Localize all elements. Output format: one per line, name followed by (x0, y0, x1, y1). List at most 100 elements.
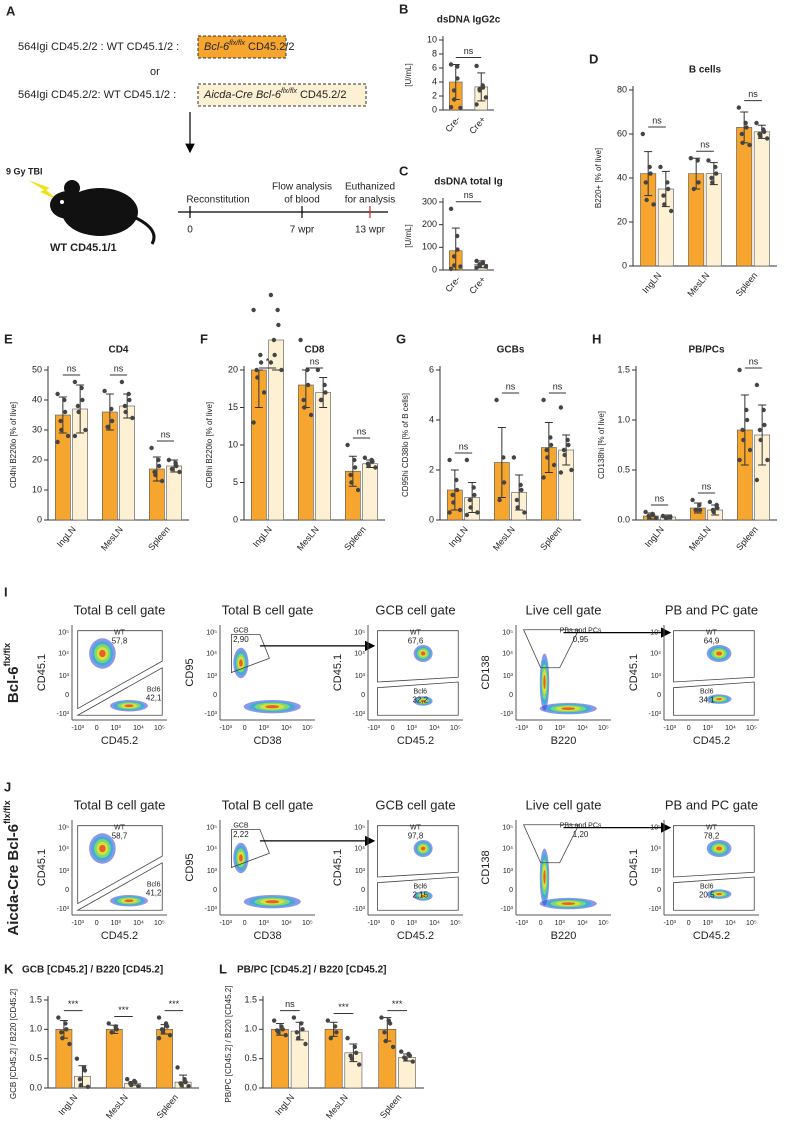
y-tick-label: 10⁴ (206, 845, 217, 852)
panel-letter: I (4, 584, 8, 599)
gate-value: 34,1 (699, 696, 715, 705)
gate (673, 825, 755, 878)
plot-title: Total B cell gate (74, 797, 166, 812)
data-point (72, 379, 78, 385)
cell-density (420, 846, 426, 851)
data-point (651, 202, 656, 207)
x-axis-label: B220 (551, 930, 577, 942)
data-point (276, 1030, 281, 1035)
data-point (511, 455, 517, 460)
x-tick-label: 10⁴ (429, 725, 440, 732)
row-label-main: Aicda-Cre Bcl-6 (5, 824, 22, 936)
x-tick-label: 10⁴ (577, 725, 588, 732)
data-point (758, 437, 763, 443)
data-point (79, 385, 84, 391)
y-tick-label: 0.0 (244, 1082, 257, 1092)
data-point (301, 397, 306, 403)
x-tick-label: 0 (539, 725, 543, 732)
panel-letter: E (4, 331, 13, 346)
row-label-sup: flx/flx (2, 800, 12, 824)
y-axis-label: CD138 (480, 655, 492, 689)
x-tick-label: IngLN (56, 1092, 79, 1117)
data-point (754, 477, 760, 483)
data-point (690, 497, 695, 503)
x-tick-label: 0 (687, 920, 691, 927)
y-tick-label: 40 (617, 172, 627, 182)
data-point (447, 510, 452, 515)
gate-name: Bcl6 (413, 688, 427, 695)
data-point (280, 1027, 285, 1032)
gate-name: PBs and PCs (560, 823, 602, 830)
data-point (455, 233, 460, 239)
data-point (379, 1015, 384, 1020)
data-point (664, 515, 669, 521)
significance-label: ns (652, 115, 662, 125)
y-tick-label: 10⁵ (650, 629, 661, 636)
y-tick-label: 15 (228, 402, 238, 412)
significance-label: ns (553, 381, 563, 391)
y-tick-label: 2 (432, 90, 437, 100)
x-tick-label: Spleen (734, 524, 760, 552)
y-tick-label: 10⁵ (58, 629, 69, 636)
timeline-tick-label: 7 wpr (290, 225, 315, 236)
y-tick-label: 4 (432, 76, 437, 86)
x-axis-label: CD38 (253, 930, 281, 942)
gate-name: Bcl6 (700, 688, 714, 695)
data-point (452, 97, 457, 102)
x-tick-label: -10³ (367, 725, 380, 732)
x-tick-label: 10⁴ (133, 725, 144, 732)
y-tick-label: 10⁴ (502, 650, 513, 657)
x-tick-label: Spleen (342, 524, 368, 552)
data-point (464, 512, 470, 518)
y-tick-label: 60 (617, 128, 627, 138)
y-tick-label: 2 (429, 464, 434, 474)
x-tick-label: 10³ (703, 920, 714, 927)
data-point (109, 418, 115, 424)
data-point (474, 258, 479, 264)
y-tick-label: 10⁵ (650, 824, 661, 831)
data-point (668, 208, 674, 214)
y-tick-label: 10³ (355, 868, 366, 875)
data-point (136, 1084, 141, 1089)
data-point (541, 475, 546, 480)
y-tick-label: 0 (509, 692, 513, 699)
data-point (464, 457, 470, 463)
y-tick-label: 10³ (503, 673, 514, 680)
y-tick-label: 10³ (207, 868, 218, 875)
y-axis-label: GCB [CD45.2] / B220 [CD45.2] (9, 989, 18, 1099)
significance-label: ns (506, 381, 516, 391)
y-tick-label: 20 (617, 216, 627, 226)
data-point (58, 418, 63, 424)
data-point (744, 125, 749, 130)
x-tick-label: -10³ (515, 725, 528, 732)
y-tick-label: 10 (427, 34, 437, 44)
x-tick-label: -10³ (219, 920, 232, 927)
data-point (325, 1018, 331, 1023)
y-tick-label: 10 (32, 484, 42, 494)
data-point (123, 409, 128, 415)
y-axis-label: CD45.1 (332, 654, 344, 691)
gate (522, 824, 580, 864)
timeline-event: for analysis (345, 195, 396, 206)
y-tick-label: 0 (622, 260, 627, 270)
cell-density (99, 649, 106, 658)
data-point (332, 1024, 338, 1029)
data-point (283, 1033, 288, 1038)
y-tick-label: -10³ (353, 906, 366, 913)
row-label-main: Bcl-6 (5, 666, 22, 703)
data-point (179, 1082, 184, 1088)
data-point (741, 437, 746, 443)
significance-label: *** (338, 1002, 349, 1012)
y-axis-label: CD4hi B220lo [% of live] (9, 402, 18, 488)
bar (753, 131, 770, 267)
cell-density (265, 900, 280, 904)
x-tick-label: MesLN (295, 524, 321, 552)
data-point (448, 62, 454, 67)
data-point (322, 382, 327, 388)
irradiation-label: 9 Gy TBI (6, 166, 43, 176)
plot-title: Live cell gate (526, 797, 602, 812)
gate-value: 41,2 (146, 889, 162, 898)
data-point (457, 507, 463, 513)
data-point (474, 265, 479, 270)
chart-title: dsDNA total Ig (434, 177, 503, 188)
